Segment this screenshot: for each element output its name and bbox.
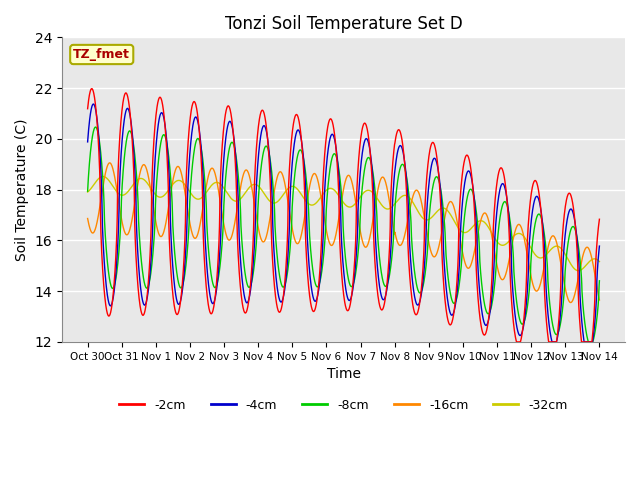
Title: Tonzi Soil Temperature Set D: Tonzi Soil Temperature Set D xyxy=(225,15,462,33)
Y-axis label: Soil Temperature (C): Soil Temperature (C) xyxy=(15,119,29,261)
Text: TZ_fmet: TZ_fmet xyxy=(74,48,130,61)
Legend: -2cm, -4cm, -8cm, -16cm, -32cm: -2cm, -4cm, -8cm, -16cm, -32cm xyxy=(115,394,573,417)
X-axis label: Time: Time xyxy=(326,367,360,381)
